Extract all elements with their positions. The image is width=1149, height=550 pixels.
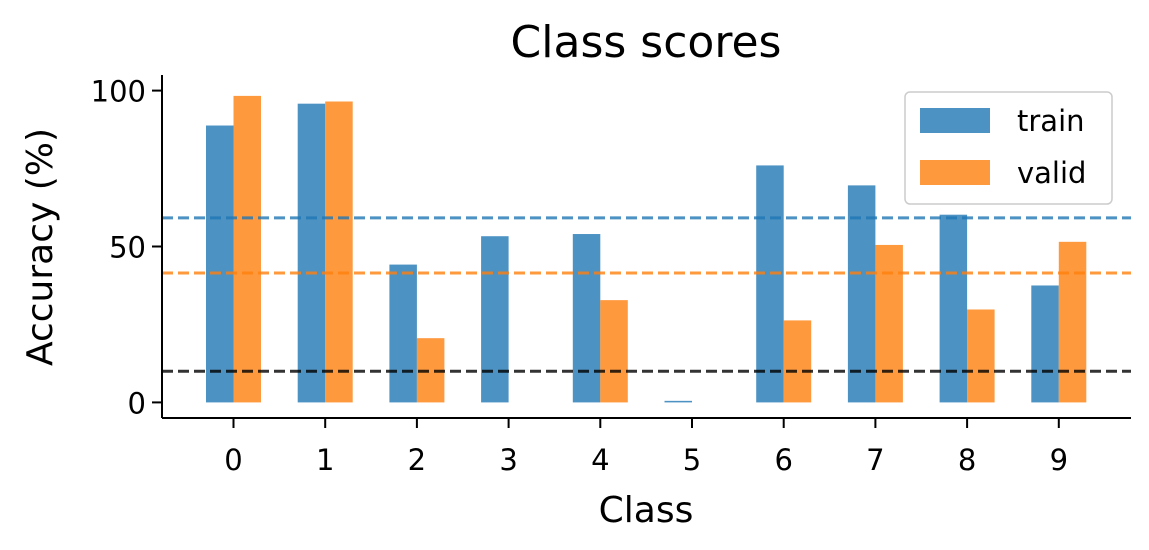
bar-train-4 — [572, 234, 601, 403]
bar-train-2 — [389, 264, 417, 403]
chart-title: Class scores — [511, 17, 782, 68]
bar-train-1 — [297, 103, 326, 403]
bar-train-5 — [664, 400, 692, 403]
bar-valid-4 — [600, 300, 628, 403]
bar-train-3 — [481, 236, 509, 403]
x-tick-label-0: 0 — [224, 443, 242, 477]
x-tick-label-4: 4 — [591, 443, 609, 477]
legend-swatch-train — [920, 108, 990, 133]
bar-train-7 — [847, 185, 876, 403]
bar-valid-7 — [875, 244, 903, 403]
x-tick-label-2: 2 — [408, 443, 426, 477]
y-ticks-group: 0 50 100 — [91, 75, 162, 420]
y-tick-label-100: 100 — [91, 75, 146, 109]
reference-lines-group — [162, 216, 1131, 373]
x-ticks-group: 0 1 2 3 4 5 6 7 8 9 — [224, 418, 1068, 477]
legend-swatch-valid — [920, 160, 990, 185]
x-tick-label-3: 3 — [499, 443, 517, 477]
bar-train-9 — [1031, 285, 1059, 403]
bar-train-6 — [756, 165, 784, 403]
y-axis-label: Accuracy (%) — [20, 128, 61, 366]
x-tick-label-6: 6 — [774, 443, 792, 477]
x-tick-label-8: 8 — [958, 443, 976, 477]
legend-label-train: train — [1017, 104, 1085, 138]
legend-label-valid: valid — [1017, 156, 1086, 190]
plot-area: 0 50 100 0 1 2 3 4 5 6 7 8 9 — [91, 75, 1131, 477]
y-tick-label-50: 50 — [109, 231, 146, 265]
bar-valid-1 — [325, 101, 353, 403]
bar-valid-0 — [233, 95, 261, 403]
x-tick-label-1: 1 — [316, 443, 334, 477]
bar-valid-8 — [967, 309, 995, 403]
y-tick-label-0: 0 — [128, 386, 146, 420]
x-tick-label-5: 5 — [683, 443, 701, 477]
x-axis-label: Class — [599, 490, 694, 531]
bar-valid-9 — [1058, 241, 1087, 403]
x-tick-label-7: 7 — [866, 443, 884, 477]
legend-items: train valid — [920, 104, 1086, 190]
legend: train valid — [904, 91, 1113, 205]
bar-train-0 — [206, 125, 234, 403]
x-tick-label-9: 9 — [1050, 443, 1068, 477]
bar-train-8 — [939, 214, 968, 403]
bar-valid-6 — [783, 320, 812, 403]
bars-group — [206, 95, 1087, 403]
